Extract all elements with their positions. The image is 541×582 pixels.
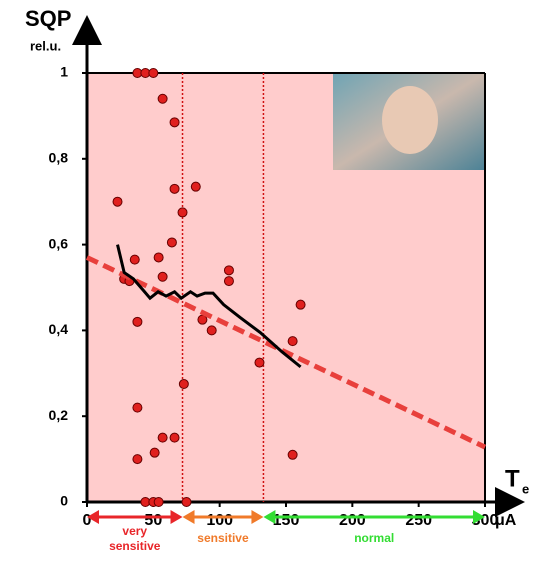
data-point	[132, 316, 143, 327]
data-point	[149, 447, 160, 458]
data-point	[157, 93, 168, 104]
y-tick-label: 0	[60, 493, 68, 509]
data-point	[112, 196, 123, 207]
data-point	[287, 336, 298, 347]
data-point	[166, 237, 177, 248]
x-tick-label: 0	[83, 512, 92, 529]
data-point	[148, 68, 159, 78]
data-point	[153, 497, 164, 507]
x-tick-label: 150	[273, 512, 300, 529]
y-tick-label: 0,8	[49, 150, 69, 166]
data-point	[254, 357, 265, 368]
data-point	[169, 432, 180, 443]
zone-label: sensitive	[197, 531, 249, 545]
data-point	[295, 299, 306, 310]
x-axis-title: T	[505, 465, 520, 492]
y-axis-title: SQP	[25, 6, 71, 31]
y-axis-unit: rel.u.	[30, 38, 61, 53]
x-tick-label: 200	[339, 512, 366, 529]
y-tick-label: 0,2	[49, 407, 69, 423]
data-point	[169, 183, 180, 194]
y-tick-label: 1	[60, 64, 68, 80]
moving-average-line	[116, 244, 302, 369]
trend-line	[85, 255, 487, 450]
data-point	[132, 402, 143, 413]
zone-label: normal	[354, 531, 395, 545]
data-point	[206, 325, 217, 336]
data-point	[190, 181, 201, 192]
data-point	[223, 276, 234, 287]
data-point	[223, 265, 234, 276]
data-point	[129, 254, 140, 265]
x-axis-subscript: e	[522, 481, 529, 496]
data-point	[157, 432, 168, 443]
data-point	[287, 449, 298, 460]
x-tick-label: 100	[206, 512, 233, 529]
data-point	[178, 379, 189, 390]
x-tick-label: 250	[405, 512, 432, 529]
data-point	[153, 252, 164, 263]
data-point	[169, 117, 180, 128]
y-tick-label: 0,4	[49, 321, 69, 337]
y-tick-label: 0,6	[49, 235, 69, 251]
data-point	[181, 497, 192, 507]
zone-label: very sensitive	[109, 524, 161, 553]
data-point	[177, 207, 188, 218]
data-point	[157, 271, 168, 282]
photo-face	[382, 86, 438, 154]
data-point	[132, 454, 143, 465]
